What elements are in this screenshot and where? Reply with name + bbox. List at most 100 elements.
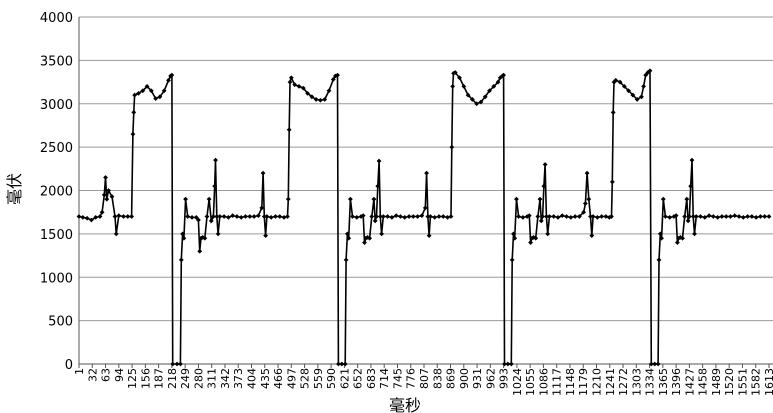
- data-point: [84, 215, 90, 221]
- data-point: [599, 214, 605, 219]
- data-point: [572, 214, 578, 219]
- x-tick-label: 1055: [524, 368, 537, 396]
- data-point: [221, 214, 227, 219]
- data-point: [659, 235, 664, 241]
- data-point: [247, 214, 253, 219]
- data-point: [516, 214, 521, 219]
- data-point: [393, 213, 399, 219]
- x-tick-label: 714: [378, 368, 391, 389]
- data-point: [344, 231, 350, 237]
- x-tick-label: 1427: [683, 368, 696, 396]
- data-point: [330, 77, 336, 82]
- data-point: [169, 72, 175, 78]
- data-point: [732, 213, 738, 219]
- x-tick-label: 156: [139, 368, 152, 389]
- data-point: [555, 214, 561, 220]
- data-point: [343, 257, 349, 263]
- data-point: [346, 235, 352, 241]
- data-point: [502, 361, 507, 367]
- x-tick-label: 838: [431, 368, 444, 389]
- x-tick-label: 1148: [564, 368, 577, 396]
- data-point: [300, 85, 306, 91]
- data-point: [166, 77, 171, 83]
- data-point: [174, 361, 180, 367]
- data-point: [335, 72, 340, 78]
- data-point: [376, 158, 382, 164]
- data-point: [415, 214, 420, 219]
- data-point: [689, 157, 695, 163]
- data-point: [217, 214, 223, 219]
- y-tick-label: 3500: [40, 54, 73, 69]
- x-tick-label: 621: [338, 368, 351, 389]
- y-tick-label: 0: [65, 358, 73, 373]
- data-point: [588, 214, 593, 219]
- data-point: [541, 183, 547, 189]
- data-point: [753, 214, 759, 220]
- x-tick-label: 1582: [750, 368, 763, 396]
- data-point: [621, 84, 627, 89]
- x-tick-label: 683: [365, 368, 378, 389]
- data-point: [263, 233, 269, 239]
- data-point: [702, 214, 708, 220]
- data-point: [465, 92, 471, 98]
- data-point: [374, 214, 379, 219]
- data-point: [505, 361, 511, 367]
- data-point: [610, 110, 616, 115]
- x-tick-label: 1551: [736, 368, 749, 396]
- x-tick-label: 1210: [591, 368, 604, 396]
- data-point: [698, 214, 703, 219]
- data-point: [693, 214, 699, 219]
- data-point: [542, 162, 548, 167]
- data-point: [178, 361, 183, 367]
- data-point: [140, 88, 146, 94]
- data-point: [603, 214, 609, 219]
- x-tick-label: 94: [113, 368, 126, 382]
- data-point: [76, 214, 82, 219]
- data-point: [116, 213, 122, 219]
- data-point: [758, 214, 763, 219]
- x-tick-label: 931: [471, 368, 484, 389]
- data-point: [564, 214, 569, 219]
- data-point: [639, 94, 644, 100]
- data-point: [259, 205, 265, 211]
- x-tick-label: 1117: [551, 368, 564, 396]
- data-point: [584, 170, 590, 176]
- data-point: [80, 214, 86, 220]
- data-point: [728, 214, 733, 219]
- data-point: [736, 214, 742, 219]
- data-point: [685, 218, 691, 224]
- data-point: [719, 214, 725, 219]
- x-tick-label: 497: [285, 368, 298, 389]
- data-point: [436, 214, 442, 219]
- data-point: [180, 231, 185, 237]
- x-tick-label: 900: [458, 368, 471, 389]
- data-point: [656, 257, 662, 263]
- data-point: [130, 131, 136, 137]
- data-point: [609, 214, 614, 219]
- data-point: [667, 214, 673, 220]
- x-axis-title: 毫秒: [389, 396, 421, 413]
- data-point: [202, 235, 208, 241]
- data-point: [586, 196, 592, 202]
- data-point: [424, 170, 429, 176]
- data-point: [533, 235, 539, 241]
- data-point: [559, 213, 565, 219]
- data-point: [347, 196, 353, 202]
- data-point: [495, 79, 501, 85]
- data-point: [170, 361, 176, 367]
- data-point: [469, 97, 475, 102]
- data-point: [648, 361, 654, 367]
- x-tick-label: 249: [179, 368, 192, 389]
- data-point: [261, 214, 267, 219]
- data-point: [482, 94, 488, 100]
- data-point: [422, 205, 428, 211]
- data-point: [581, 209, 587, 215]
- x-tick-label: 652: [352, 368, 365, 389]
- x-tick-label: 125: [126, 368, 139, 389]
- series-group: [76, 68, 772, 367]
- x-tick-label: 1086: [537, 368, 550, 396]
- x-tick-label: 1241: [604, 368, 617, 396]
- data-point: [544, 214, 549, 219]
- x-tick-label: 466: [272, 368, 285, 389]
- data-point: [680, 235, 685, 241]
